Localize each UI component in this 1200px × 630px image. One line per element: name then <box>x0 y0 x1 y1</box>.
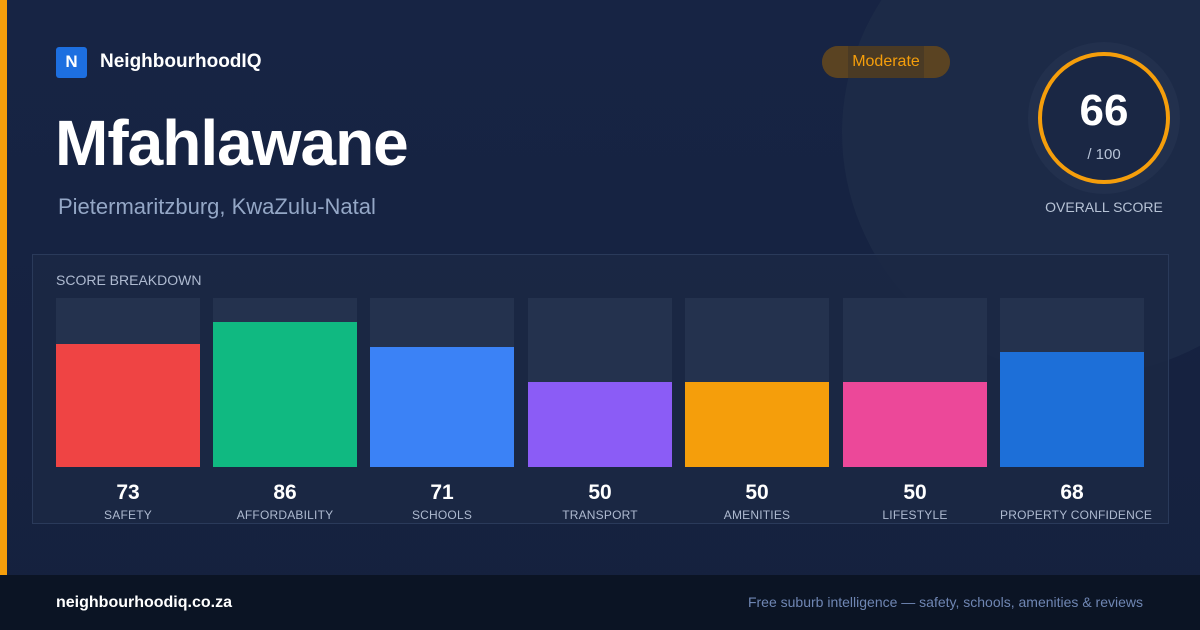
bar-fill-affordability <box>213 322 357 467</box>
overall-score-progress: 66 / 100 <box>1038 52 1170 184</box>
rating-badge: Moderate <box>822 46 950 78</box>
bar-track <box>685 298 829 467</box>
bar-fill-lifestyle <box>843 382 987 467</box>
bar-fill-safety <box>56 344 200 467</box>
footer: neighbourhoodiq.co.za Free suburb intell… <box>0 575 1200 630</box>
suburb-location: Pietermaritzburg, KwaZulu-Natal <box>58 194 376 219</box>
bar-fill-schools <box>370 347 514 467</box>
bar-label: LIFESTYLE <box>882 508 948 522</box>
overall-score-caption: OVERALL SCORE <box>1045 199 1163 215</box>
accent-stripe <box>0 0 7 575</box>
bar-value: 50 <box>745 481 769 504</box>
bar-track <box>1000 298 1144 467</box>
bar-label: TRANSPORT <box>562 508 638 522</box>
bar-track <box>370 298 514 467</box>
bar-value: 50 <box>588 481 612 504</box>
bar-track <box>528 298 672 467</box>
overall-score-value: 66 <box>1079 86 1129 135</box>
suburb-name: Mfahlawane <box>55 107 409 179</box>
overall-score-ring: 66 / 100 <box>1028 42 1180 194</box>
brand-logo-icon: N <box>56 46 87 78</box>
bar-label: AFFORDABILITY <box>236 508 334 522</box>
bar-value: 68 <box>1060 481 1084 504</box>
breakdown-column-amenities: 50 AMENITIES <box>685 298 829 522</box>
bar-track <box>56 298 200 467</box>
bar-track <box>843 298 987 467</box>
brand[interactable]: N NeighbourhoodIQ <box>56 46 261 78</box>
footer-url-link[interactable]: neighbourhoodiq.co.za <box>56 594 232 611</box>
breakdown-column-schools: 71 SCHOOLS <box>370 298 514 522</box>
breakdown-column-safety: 73 SAFETY <box>56 298 200 522</box>
bar-value: 86 <box>273 481 297 504</box>
score-breakdown-panel: SCORE BREAKDOWN 73 SAFETY 86 AFFORDABILI… <box>32 254 1169 524</box>
rating-badge-label: Moderate <box>852 53 920 70</box>
overall-score-max: / 100 <box>1087 146 1121 163</box>
bar-value: 73 <box>116 481 140 504</box>
breakdown-column-affordability: 86 AFFORDABILITY <box>213 298 357 522</box>
bar-fill-transport <box>528 382 672 467</box>
footer-tagline: Free suburb intelligence — safety, schoo… <box>747 594 1143 610</box>
bar-label: SCHOOLS <box>411 508 473 522</box>
bar-label: SAFETY <box>104 508 152 522</box>
bar-value: 71 <box>430 481 454 504</box>
bar-fill-property-confidence <box>1000 352 1144 467</box>
breakdown-column-property-confidence: 68 PROPERTY CONFIDENCE <box>1000 298 1153 522</box>
bar-track <box>213 298 357 467</box>
bar-fill-amenities <box>685 382 829 467</box>
brand-name: NeighbourhoodIQ <box>100 51 262 72</box>
breakdown-column-lifestyle: 50 LIFESTYLE <box>843 298 987 522</box>
bar-label: AMENITIES <box>723 508 791 522</box>
score-breakdown-title: SCORE BREAKDOWN <box>56 272 202 288</box>
bar-label: PROPERTY CONFIDENCE <box>1000 508 1153 522</box>
bar-value: 50 <box>903 481 927 504</box>
breakdown-column-transport: 50 TRANSPORT <box>528 298 672 522</box>
